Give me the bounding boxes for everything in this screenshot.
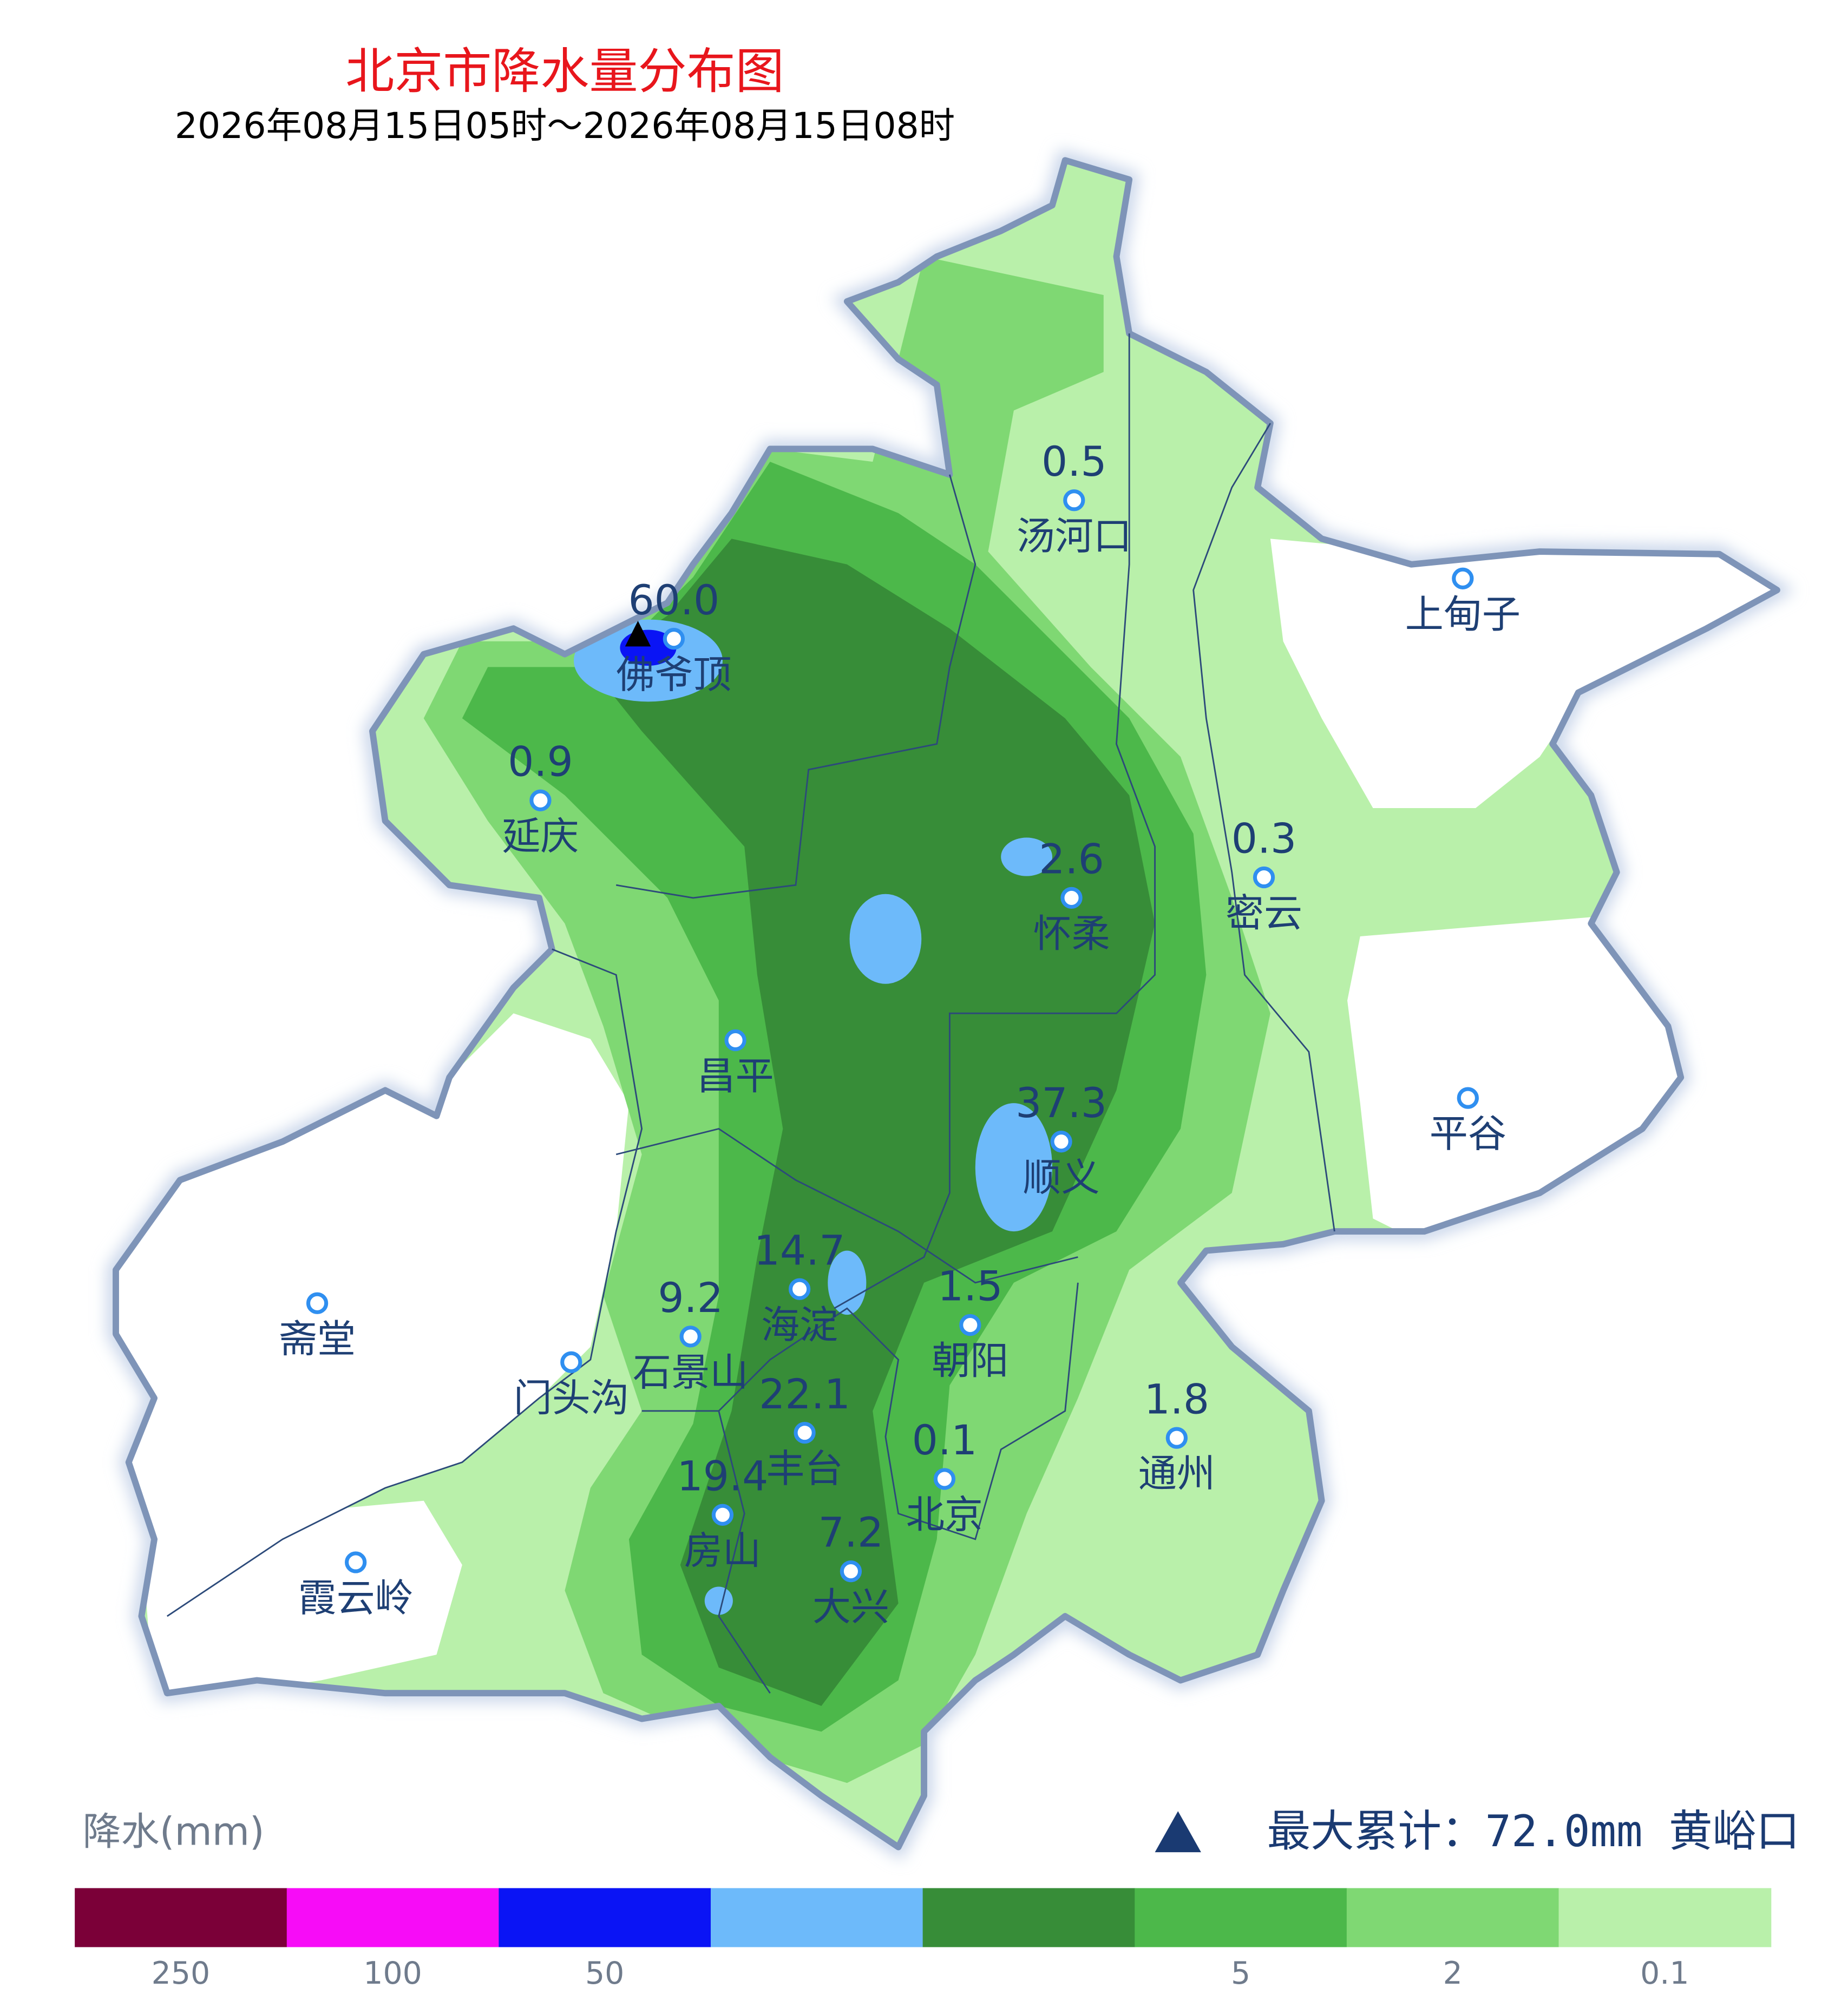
station-name: 昌平 [697, 1054, 774, 1099]
peak-marker [625, 621, 651, 647]
station-dot [1165, 1427, 1188, 1449]
station-dot [345, 1551, 367, 1573]
station-name: 上甸子 [1405, 592, 1521, 637]
station-name: 房山 [684, 1528, 761, 1573]
station-name: 海淀 [761, 1302, 838, 1347]
zone-blue [849, 894, 922, 984]
map-subtitle: 2026年08月15日05时～2026年08月15日08时 [175, 104, 955, 147]
station-value: 14.7 [754, 1226, 846, 1274]
station-name: 佛爷顶 [616, 652, 731, 697]
legend-swatch [286, 1888, 500, 1947]
station-value: 1.5 [938, 1263, 1003, 1310]
station-value: 0.1 [912, 1416, 978, 1464]
zone-blue [828, 1250, 867, 1315]
station-name: 怀柔 [1033, 911, 1110, 956]
legend-label: 5 [1231, 1956, 1250, 1991]
station-dot [959, 1314, 981, 1336]
station-value: 0.3 [1231, 815, 1297, 863]
legend-label: 100 [363, 1956, 422, 1991]
zone-white [141, 1500, 462, 1706]
zone-dark [590, 539, 1155, 1706]
city-outline [113, 157, 1780, 1851]
max-marker [1155, 1811, 1201, 1853]
station-name: 朝阳 [932, 1339, 1008, 1383]
station-dot [1452, 567, 1474, 589]
station-name: 汤河口 [1017, 514, 1132, 559]
station-value: 0.9 [508, 738, 573, 785]
station-value: 7.2 [818, 1509, 884, 1557]
station-name: 丰台 [766, 1446, 843, 1491]
station-dot [1253, 866, 1275, 889]
station-dot [529, 789, 552, 811]
legend-swatch [499, 1888, 712, 1947]
station-dot [1060, 887, 1083, 909]
station-value: 22.1 [759, 1370, 850, 1418]
station-dot [306, 1292, 329, 1314]
station-name: 大兴 [812, 1585, 889, 1630]
station-dot [840, 1560, 862, 1583]
station-value: 60.0 [628, 576, 719, 624]
station-dot [663, 628, 685, 650]
station-dot [788, 1278, 811, 1300]
legend-label: 2 [1443, 1956, 1463, 1991]
district-borders [166, 333, 1335, 1694]
station-dot [1063, 489, 1085, 511]
station-name: 霞云岭 [298, 1576, 414, 1621]
station-dot [1050, 1131, 1072, 1153]
legend-label: 50 [585, 1956, 624, 1991]
legend-swatch [711, 1888, 923, 1947]
station-value: 19.4 [677, 1452, 769, 1500]
station-name: 北京 [906, 1492, 983, 1537]
station-name: 门头沟 [514, 1375, 629, 1420]
legend-title: 降水(mm) [83, 1809, 265, 1854]
station-dot [794, 1422, 816, 1444]
legend-swatch [922, 1888, 1136, 1947]
legend-swatch [1558, 1888, 1772, 1947]
zone-blue [704, 1586, 733, 1615]
zone-blue [1001, 837, 1052, 876]
station-value: 9.2 [658, 1274, 723, 1322]
legend-label: 0.1 [1640, 1956, 1689, 1991]
station-dot [560, 1351, 582, 1373]
station-name: 延庆 [502, 813, 579, 858]
station-name: 通州 [1138, 1451, 1215, 1496]
zone-white [1347, 917, 1694, 1244]
station-name: 石景山 [633, 1350, 748, 1395]
station-name: 顺义 [1023, 1155, 1099, 1200]
station-dot [724, 1029, 746, 1052]
station-name: 密云 [1226, 891, 1302, 936]
legend: 250 100 50 5 2 0.1 [75, 1888, 1772, 1991]
zone-white [1270, 539, 1777, 809]
legend-swatch [1346, 1888, 1559, 1947]
station-dot [679, 1326, 702, 1348]
station-value: 0.5 [1041, 438, 1107, 486]
station-name: 平谷 [1430, 1111, 1506, 1156]
station-value: 37.3 [1015, 1079, 1107, 1127]
station-dot [1457, 1087, 1479, 1109]
station-value: 2.6 [1039, 836, 1104, 883]
station-dot [933, 1468, 956, 1490]
station-dot [711, 1504, 734, 1526]
map-title: 北京市降水量分布图 [345, 43, 784, 100]
zone-white [115, 1013, 629, 1617]
zone-blue [975, 1103, 1052, 1232]
legend-swatch [1135, 1888, 1348, 1947]
station-name: 斋堂 [279, 1316, 356, 1361]
legend-label: 250 [152, 1956, 211, 1991]
station-value: 1.8 [1144, 1375, 1210, 1423]
max-note: 最大累计：72.0mm 黄峪口 [1267, 1806, 1800, 1857]
legend-swatch [75, 1888, 287, 1947]
